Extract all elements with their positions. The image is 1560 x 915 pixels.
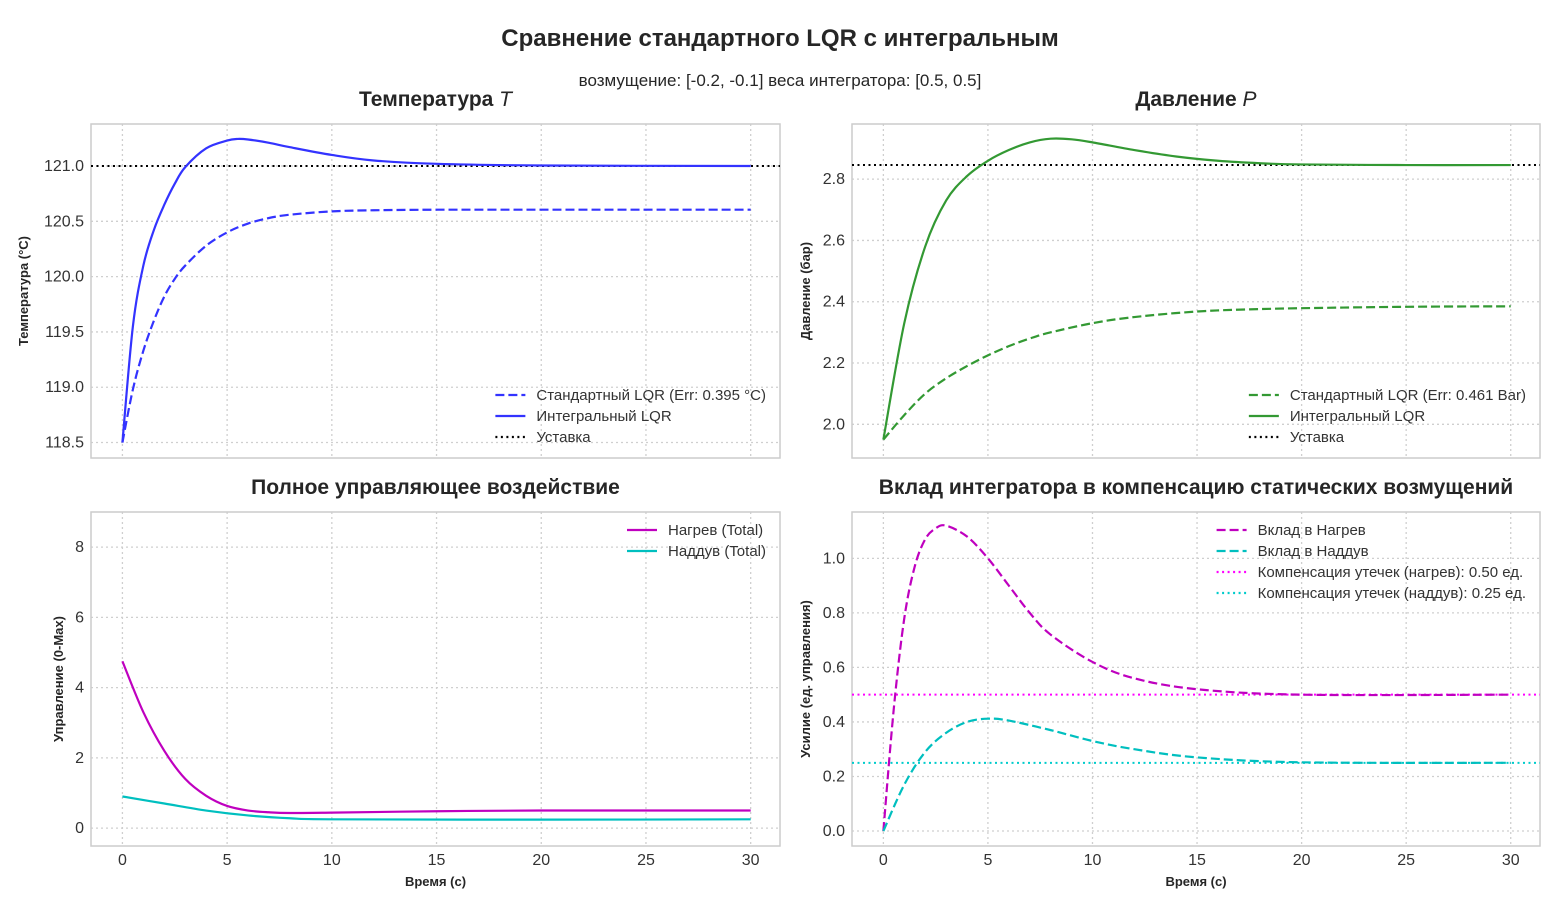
series-line: [121, 208, 751, 443]
legend: Стандартный LQR (Err: 0.395 °C) Интеграль…: [495, 387, 766, 446]
legend: Вклад в Нагрев Вклад в Наддув Компенсация …: [1216, 522, 1526, 602]
y-tick-label: 118.5: [45, 435, 84, 452]
subplot-title: Давление P: [1135, 88, 1256, 111]
y-tick-label: 2.4: [823, 294, 845, 311]
y-tick-label: 2: [75, 750, 84, 767]
y-tick-label: 121.0: [44, 158, 84, 175]
subplot-title-variable: P: [1243, 88, 1257, 111]
plot-lines: [852, 137, 1540, 441]
y-axis-label: Температура (°C): [16, 236, 31, 346]
x-axis-label: Время (с): [1165, 874, 1226, 889]
plot-frame: [90, 123, 781, 459]
subplot-2: Давление P 2.0 2.2 2.4 2.6 2.8 Давление (бар) С…: [798, 88, 1541, 459]
plot-frame: [90, 511, 781, 847]
legend-label: Наддув (Total): [668, 543, 766, 560]
legend-label: Уставка: [536, 429, 591, 446]
y-tick-label: 119.0: [45, 379, 84, 396]
legend-label: Уставка: [1290, 429, 1345, 446]
x-tick-label: 25: [637, 852, 655, 869]
y-tick-label: 0.4: [823, 714, 845, 731]
subplot-title-text: Давление: [1135, 88, 1242, 111]
subplot-title-text: Вклад интегратора в компенсацию статичес…: [879, 476, 1513, 499]
y-tick-label: 2.2: [823, 355, 845, 372]
y-tick-label: 0.0: [823, 823, 845, 840]
y-tick-label: 0: [75, 820, 84, 837]
x-tick-label: 0: [118, 852, 127, 869]
subplot-title-text: Температура: [359, 88, 499, 111]
x-tick-label: 10: [1084, 852, 1102, 869]
figure-title: Сравнение стандартного LQR с интегральны…: [501, 25, 1058, 52]
legend: Стандартный LQR (Err: 0.461 Bar) Интеграл…: [1248, 387, 1526, 446]
x-tick-label: 5: [223, 852, 232, 869]
plot-lines: [121, 660, 751, 821]
subplot-1: Температура T 118.5 119.0 119.5 120.0 120.5 12…: [16, 88, 781, 459]
plot-lines: [91, 137, 780, 443]
legend-label: Интегральный LQR: [1290, 408, 1425, 425]
x-tick-label: 30: [1502, 852, 1520, 869]
series-line: [882, 305, 1511, 441]
y-tick-label: 0.2: [823, 768, 845, 785]
y-tick-label: 2.8: [823, 171, 845, 188]
y-tick-label: 2.0: [823, 416, 845, 433]
x-tick-label: 25: [1397, 852, 1415, 869]
x-tick-label: 10: [323, 852, 341, 869]
legend-label: Компенсация утечек (наддув): 0.25 ед.: [1258, 585, 1526, 602]
y-tick-label: 6: [75, 609, 84, 626]
x-tick-label: 15: [428, 852, 446, 869]
legend-label: Вклад в Нагрев: [1258, 522, 1366, 539]
series-line: [882, 717, 1511, 832]
x-tick-label: 15: [1188, 852, 1206, 869]
series-line: [121, 660, 751, 815]
y-tick-label: 1.0: [823, 550, 845, 567]
plot-lines: [852, 524, 1540, 832]
x-tick-label: 20: [1293, 852, 1311, 869]
legend-label: Нагрев (Total): [668, 522, 763, 539]
legend-label: Стандартный LQR (Err: 0.461 Bar): [1290, 387, 1526, 404]
y-axis-label: Управление (0-Max): [51, 616, 66, 742]
x-tick-label: 5: [983, 852, 992, 869]
y-tick-label: 0.6: [823, 659, 845, 676]
y-axis-label: Давление (бар): [798, 242, 813, 340]
x-tick-label: 0: [879, 852, 888, 869]
subplot-title: Вклад интегратора в компенсацию статичес…: [879, 476, 1513, 499]
subplot-title-variable: T: [499, 88, 514, 111]
y-tick-label: 4: [75, 680, 84, 697]
y-tick-label: 0.8: [823, 605, 845, 622]
y-axis-label: Усилие (ед. управления): [798, 600, 813, 758]
legend-label: Стандартный LQR (Err: 0.395 °C): [536, 387, 766, 404]
subplot-4: Вклад интегратора в компенсацию статичес…: [798, 476, 1541, 889]
x-axis-label: Время (с): [405, 874, 466, 889]
legend-label: Интегральный LQR: [536, 408, 671, 425]
legend: Нагрев (Total) Наддув (Total): [627, 522, 766, 560]
subplot-title: Полное управляющее воздействие: [251, 476, 620, 499]
y-tick-label: 2.6: [823, 232, 845, 249]
x-tick-label: 30: [742, 852, 760, 869]
y-tick-label: 8: [75, 539, 84, 556]
y-tick-label: 120.0: [44, 269, 84, 286]
series-line: [121, 137, 751, 443]
series-line: [122, 795, 751, 821]
series-line: [882, 137, 1511, 440]
legend-label: Компенсация утечек (нагрев): 0.50 ед.: [1258, 564, 1524, 581]
series-line: [882, 524, 1511, 832]
plot-frame: [851, 123, 1541, 459]
figure-subtitle: возмущение: [-0.2, -0.1] веса интегратор…: [579, 71, 982, 90]
y-tick-label: 120.5: [44, 213, 84, 230]
y-tick-label: 119.5: [45, 324, 84, 341]
legend-label: Вклад в Наддув: [1258, 543, 1369, 560]
subplot-title-text: Полное управляющее воздействие: [251, 476, 620, 499]
x-tick-label: 20: [532, 852, 550, 869]
subplot-title: Температура T: [359, 88, 514, 111]
plot-frame: [851, 511, 1541, 847]
